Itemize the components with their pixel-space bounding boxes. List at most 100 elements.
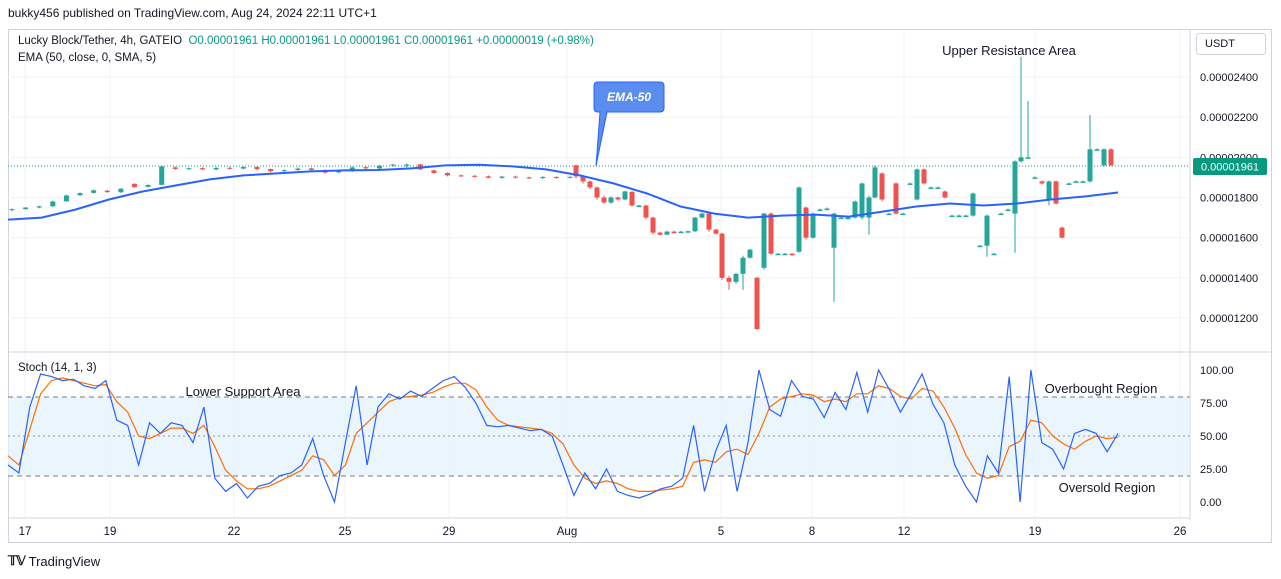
- candle: [363, 166, 369, 170]
- candle-body: [963, 215, 969, 218]
- candle: [824, 207, 830, 211]
- time-tick-label: 8: [809, 526, 815, 538]
- candle: [104, 189, 110, 193]
- candle: [1005, 208, 1011, 212]
- time-tick-label: 19: [1029, 526, 1042, 538]
- candle: [200, 167, 206, 171]
- stoch-tick-label: 25.00: [1200, 464, 1228, 476]
- candle-body: [213, 167, 219, 170]
- candle-body: [445, 172, 451, 176]
- candle: [91, 189, 97, 194]
- candle-body: [845, 217, 851, 220]
- stoch-tick-label: 100.00: [1200, 365, 1234, 377]
- candle: [36, 205, 42, 209]
- candle: [706, 212, 712, 232]
- currency-button[interactable]: USDT: [1196, 33, 1266, 55]
- candle-body: [50, 201, 56, 207]
- time-tick-label: Aug: [557, 526, 577, 538]
- price-tick-label: 0.00001200: [1200, 313, 1258, 325]
- candle: [622, 190, 628, 201]
- candle-body: [733, 273, 739, 282]
- candle: [831, 212, 837, 302]
- candle: [650, 216, 656, 235]
- candle-body: [615, 197, 621, 200]
- stoch-legend: Stoch (14, 1, 3): [18, 362, 97, 374]
- candle: [949, 214, 955, 218]
- candle: [172, 166, 178, 170]
- candle-body: [657, 232, 663, 235]
- time-axis-ticks: 17 19 22 25 29 Aug 5 8 12 19 26: [19, 526, 1187, 538]
- candle-body: [685, 231, 691, 233]
- candle-body: [1059, 227, 1065, 238]
- candle: [817, 208, 823, 212]
- candle: [458, 174, 464, 178]
- candle-body: [817, 209, 823, 212]
- chart-frame: [8, 29, 1272, 543]
- candle: [445, 172, 451, 177]
- candle: [1108, 148, 1114, 167]
- time-tick-label: 25: [339, 526, 352, 538]
- candle: [213, 166, 219, 171]
- ema-line: [7, 163, 1119, 221]
- candle: [485, 175, 491, 179]
- candle: [726, 275, 732, 290]
- oversold-label: Oversold Region: [1059, 480, 1156, 495]
- candle: [733, 272, 739, 284]
- candle: [719, 232, 725, 280]
- candle: [984, 214, 990, 257]
- candle-body: [747, 249, 753, 258]
- candle-body: [622, 191, 628, 200]
- candle: [254, 166, 260, 171]
- candle-body: [956, 215, 962, 218]
- candle-body: [726, 277, 732, 282]
- candle-body: [131, 183, 137, 188]
- candle: [159, 165, 165, 186]
- candle: [879, 172, 885, 202]
- candle: [1087, 115, 1093, 183]
- price-tick-label: 0.00001800: [1200, 193, 1258, 205]
- candle-body: [692, 217, 698, 232]
- candle-body: [831, 213, 837, 248]
- candle-body: [431, 170, 437, 173]
- candle: [692, 216, 698, 233]
- candle: [872, 165, 878, 199]
- ohlc-values: O0.00001961 H0.00001961 L0.00001961 C0.0…: [188, 35, 594, 47]
- candle-body: [775, 253, 781, 256]
- candle-body: [935, 187, 941, 189]
- candle: [404, 163, 410, 168]
- candle-body: [573, 165, 579, 177]
- candle-body: [671, 231, 677, 234]
- stoch-d-line: [7, 377, 1119, 492]
- candle: [472, 175, 478, 178]
- candle: [50, 200, 56, 207]
- candle-body: [1094, 149, 1100, 151]
- candle-body: [761, 213, 767, 268]
- candle-body: [789, 253, 795, 256]
- candle: [900, 212, 906, 216]
- candle: [601, 195, 607, 204]
- candle: [810, 212, 816, 239]
- price-tick-label: 0.00001400: [1200, 273, 1258, 285]
- candle-body: [636, 205, 642, 208]
- candle: [281, 169, 287, 173]
- time-tick-label: 12: [898, 526, 911, 538]
- candle-body: [186, 168, 192, 170]
- candle: [431, 169, 437, 174]
- candle: [573, 164, 579, 179]
- candle-body: [553, 177, 559, 179]
- candle-body: [1101, 149, 1107, 166]
- candle-body: [643, 205, 649, 218]
- candle-body: [159, 166, 165, 185]
- candle: [747, 248, 753, 259]
- candle-body: [308, 168, 314, 170]
- ema-50-label: EMA-50: [607, 90, 651, 104]
- candle: [699, 212, 705, 219]
- candle-body: [254, 166, 260, 170]
- tradingview-logo[interactable]: 𝕋𝕍 TradingView: [8, 553, 100, 569]
- candle-body: [991, 253, 997, 256]
- candle: [664, 230, 670, 236]
- candle-body: [719, 233, 725, 278]
- candle: [921, 168, 927, 185]
- candle: [991, 252, 997, 256]
